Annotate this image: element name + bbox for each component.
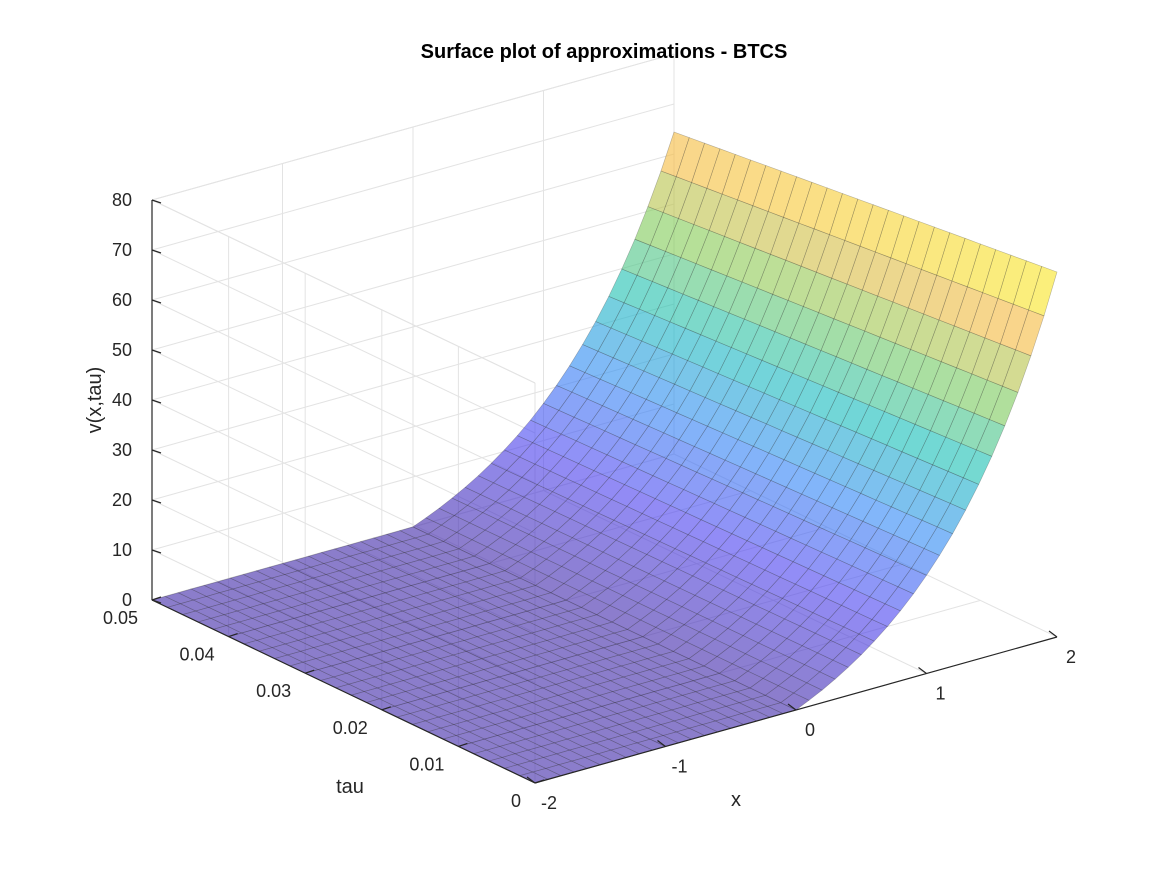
z-tick-label: 60	[112, 290, 132, 310]
tau-tick-label: 0.01	[409, 754, 444, 774]
grid-line	[151, 249, 536, 434]
surface-patch	[1028, 266, 1058, 317]
z-tick-mark	[151, 199, 162, 204]
x-tick-mark	[657, 740, 666, 747]
x-tick-mark	[787, 703, 797, 711]
tau-axis-label: tau	[336, 776, 364, 798]
tau-tick-label: 0.04	[180, 645, 215, 665]
tau-tick-mark	[458, 742, 468, 747]
grid-line	[151, 303, 675, 451]
ticks-layer: -2-101200.010.020.030.040.05010203040506…	[103, 190, 1076, 813]
surface-patch	[783, 176, 813, 224]
z-axis-label: v(x,tau)	[84, 367, 106, 434]
tau-tick-mark	[381, 706, 391, 711]
z-tick-mark	[151, 349, 162, 354]
tau-tick-mark	[151, 596, 162, 601]
grid-line	[151, 253, 675, 401]
z-tick-mark	[151, 249, 162, 254]
z-tick-label: 50	[112, 340, 132, 360]
z-tick-label: 0	[122, 590, 132, 610]
tau-tick-mark	[228, 633, 238, 638]
tau-tick-label: 0.05	[103, 608, 138, 628]
box-edge	[151, 53, 675, 201]
surface-patch	[844, 198, 874, 247]
x-tick-label: 0	[805, 720, 815, 740]
tau-tick-mark	[534, 779, 545, 784]
z-tick-mark	[151, 449, 162, 454]
tau-tick-label: 0	[511, 791, 521, 811]
z-tick-label: 70	[112, 240, 132, 260]
z-tick-label: 30	[112, 440, 132, 460]
x-tick-label: -2	[541, 793, 557, 813]
x-tick-label: 1	[935, 684, 945, 704]
surface-patch	[997, 254, 1027, 305]
grid-line	[151, 103, 675, 251]
z-tick-label: 80	[112, 190, 132, 210]
x-tick-label: 2	[1066, 647, 1076, 667]
tau-tick-label: 0.03	[256, 681, 291, 701]
z-tick-mark	[151, 499, 162, 504]
tau-axis-line	[151, 599, 536, 784]
grid-line	[151, 203, 675, 351]
box-edge	[151, 199, 536, 384]
x-tick-label: -1	[671, 757, 687, 777]
z-tick-mark	[151, 599, 162, 604]
chart-title: Surface plot of approximations - BTCS	[421, 41, 788, 63]
z-tick-mark	[151, 549, 162, 554]
x-tick-mark	[1048, 630, 1058, 638]
z-tick-label: 10	[112, 540, 132, 560]
tau-tick-mark	[305, 669, 315, 674]
grid-line	[151, 153, 675, 301]
x-axis-label: x	[731, 789, 741, 811]
surface-layer	[151, 131, 1058, 784]
x-tick-mark	[526, 776, 536, 784]
z-tick-mark	[151, 399, 162, 404]
grid-line	[151, 299, 536, 484]
z-tick-mark	[151, 299, 162, 304]
z-tick-label: 20	[112, 490, 132, 510]
surface-patch	[1012, 260, 1043, 311]
tau-tick-label: 0.02	[333, 718, 368, 738]
x-tick-mark	[918, 667, 927, 674]
z-tick-label: 40	[112, 390, 132, 410]
